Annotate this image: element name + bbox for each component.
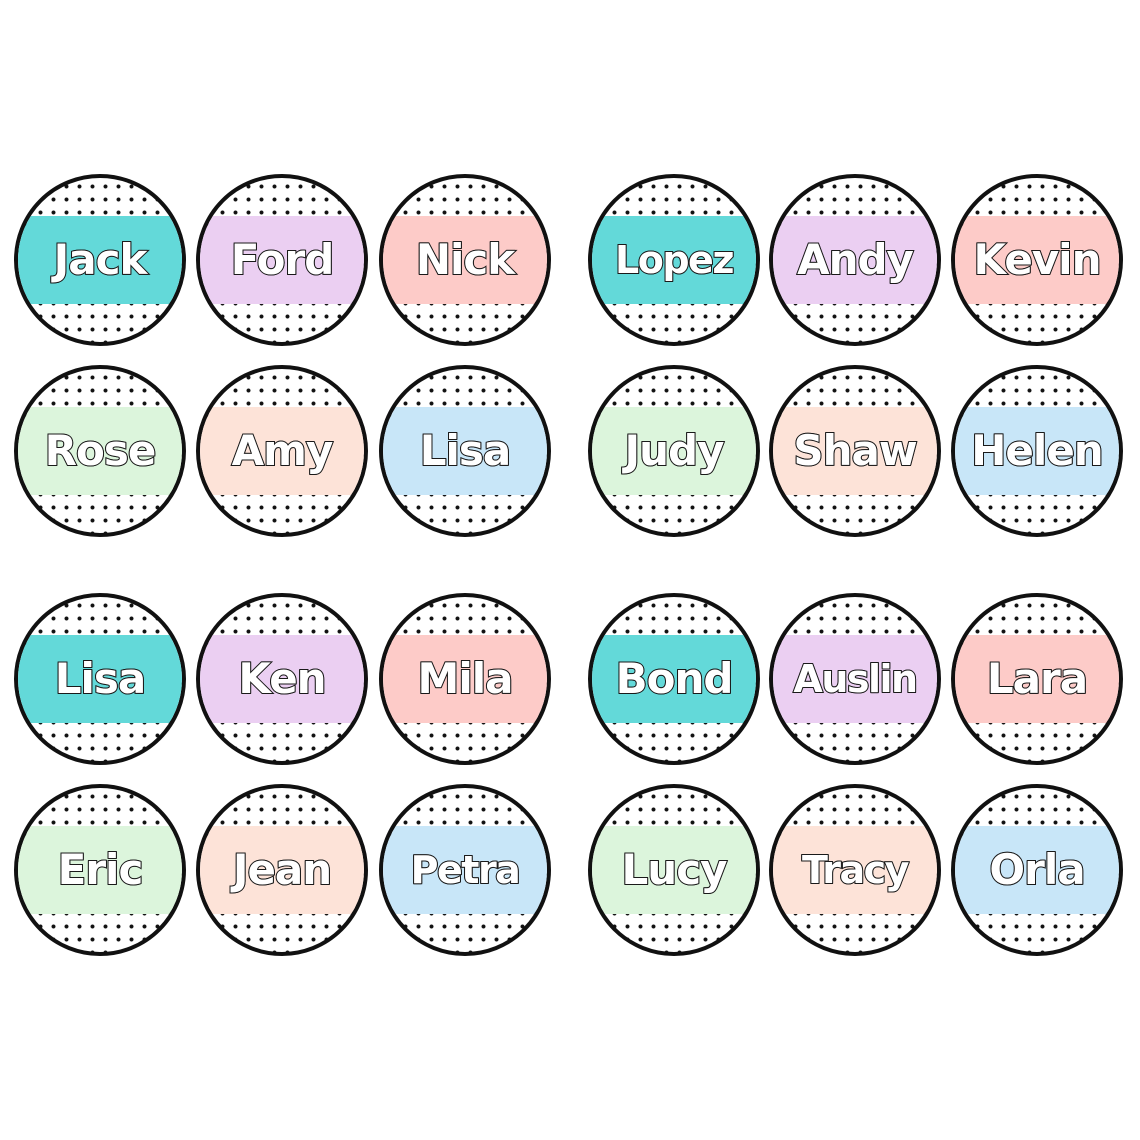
name-label-circle: Lisa — [14, 593, 186, 765]
label-name: Lisa — [54, 654, 147, 703]
color-band: Nick — [383, 216, 547, 304]
label-name: Eric — [57, 845, 145, 894]
name-label-circle: Jack — [14, 174, 186, 346]
color-band: Lara — [955, 635, 1119, 723]
label-name: Auslin — [792, 657, 919, 701]
color-band: Eric — [18, 826, 182, 914]
label-name: Petra — [410, 848, 522, 892]
name-label-circle: Lopez — [588, 174, 760, 346]
label-name: Lucy — [621, 845, 729, 894]
color-band: Jack — [18, 216, 182, 304]
name-label-circle: Mila — [379, 593, 551, 765]
name-label-circle: Lisa — [379, 365, 551, 537]
name-label-circle: Petra — [379, 784, 551, 956]
label-name: Shaw — [792, 426, 918, 475]
color-band: Judy — [592, 407, 756, 495]
label-name: Ford — [230, 235, 336, 284]
name-label-circle: Auslin — [769, 593, 941, 765]
name-label-circle: Ken — [196, 593, 368, 765]
name-label-circle: Nick — [379, 174, 551, 346]
color-band: Amy — [200, 407, 364, 495]
name-label-circle: Tracy — [769, 784, 941, 956]
label-name: Rose — [44, 426, 158, 475]
color-band: Ford — [200, 216, 364, 304]
color-band: Petra — [383, 826, 547, 914]
name-label-circle: Ford — [196, 174, 368, 346]
label-name: Jean — [232, 845, 333, 894]
label-name: Bond — [615, 654, 735, 703]
name-label-circle: Judy — [588, 365, 760, 537]
name-label-circle: Jean — [196, 784, 368, 956]
color-band: Jean — [200, 826, 364, 914]
name-label-circle: Lucy — [588, 784, 760, 956]
color-band: Auslin — [773, 635, 937, 723]
label-name: Judy — [624, 426, 726, 475]
color-band: Lisa — [18, 635, 182, 723]
color-band: Bond — [592, 635, 756, 723]
name-label-circle: Helen — [951, 365, 1123, 537]
name-label-circle: Bond — [588, 593, 760, 765]
label-name: Tracy — [801, 848, 910, 892]
label-name: Lopez — [614, 238, 735, 282]
color-band: Andy — [773, 216, 937, 304]
name-label-circle: Amy — [196, 365, 368, 537]
color-band: Helen — [955, 407, 1119, 495]
label-name: Amy — [231, 426, 335, 475]
label-name: Ken — [237, 654, 327, 703]
label-name: Helen — [970, 426, 1104, 475]
label-name: Nick — [415, 235, 516, 284]
label-name: Orla — [988, 845, 1086, 894]
name-label-circle: Rose — [14, 365, 186, 537]
name-label-circle: Kevin — [951, 174, 1123, 346]
name-label-circle: Shaw — [769, 365, 941, 537]
color-band: Orla — [955, 826, 1119, 914]
label-name: Jack — [53, 235, 149, 284]
label-name: Mila — [417, 654, 515, 703]
name-label-circle: Lara — [951, 593, 1123, 765]
color-band: Mila — [383, 635, 547, 723]
color-band: Rose — [18, 407, 182, 495]
label-name: Andy — [796, 235, 915, 284]
name-label-circle: Andy — [769, 174, 941, 346]
label-name: Lara — [986, 654, 1089, 703]
color-band: Lucy — [592, 826, 756, 914]
name-label-circle: Orla — [951, 784, 1123, 956]
color-band: Ken — [200, 635, 364, 723]
color-band: Lisa — [383, 407, 547, 495]
color-band: Lopez — [592, 216, 756, 304]
name-label-circle: Eric — [14, 784, 186, 956]
color-band: Tracy — [773, 826, 937, 914]
color-band: Shaw — [773, 407, 937, 495]
label-name: Lisa — [419, 426, 512, 475]
color-band: Kevin — [955, 216, 1119, 304]
label-name: Kevin — [973, 235, 1103, 284]
